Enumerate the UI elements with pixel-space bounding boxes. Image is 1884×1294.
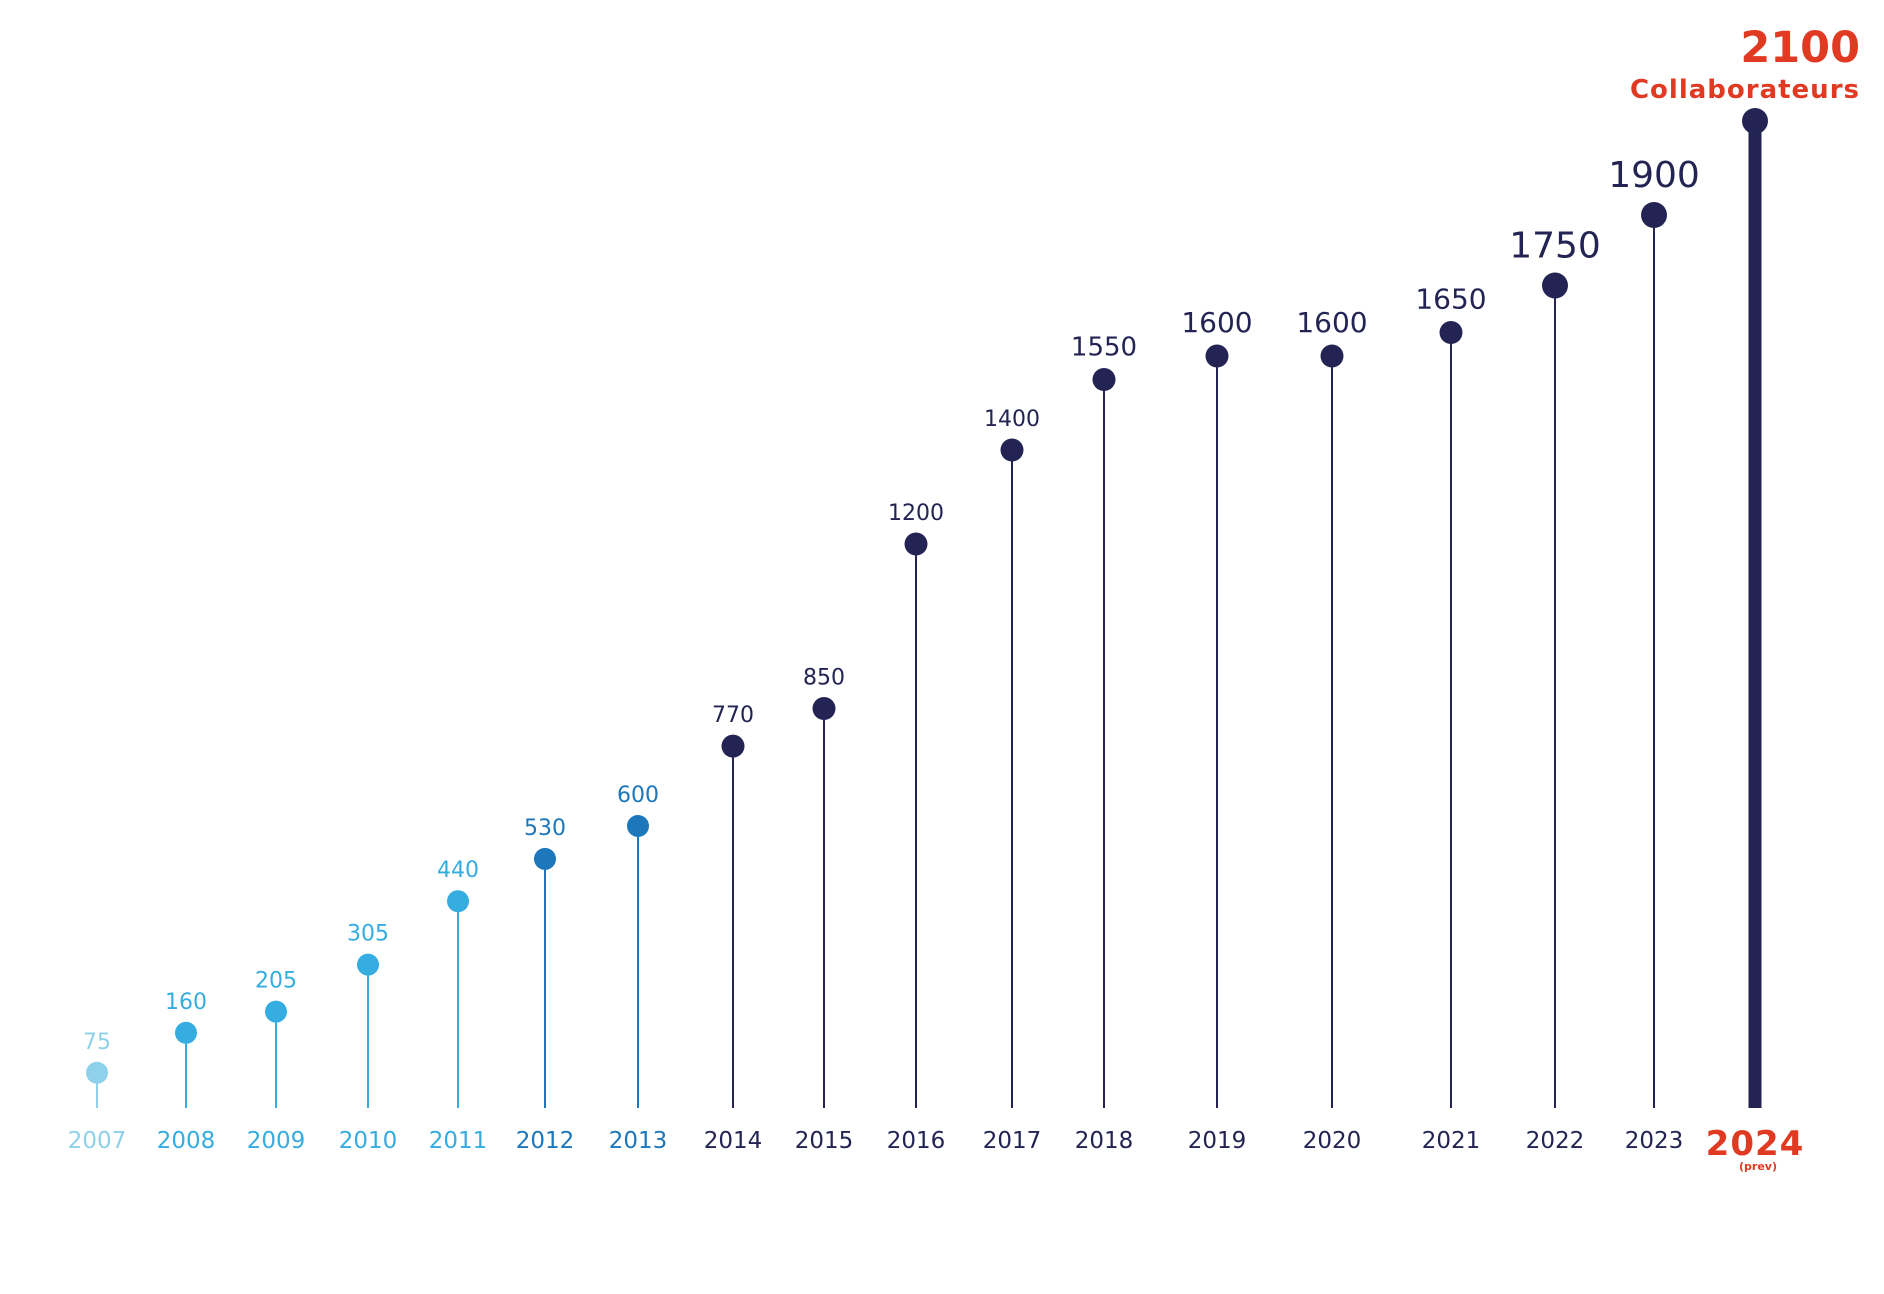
year-label-2013: 2013 (609, 1128, 668, 1154)
year-label-2022: 2022 (1526, 1128, 1585, 1154)
year-label-2014: 2014 (704, 1128, 763, 1154)
point-2008 (175, 1021, 197, 1044)
value-label-2022: 1750 (1509, 226, 1601, 267)
value-label-2017: 1400 (984, 407, 1040, 432)
highlight-value-label: 2100 (1740, 23, 1860, 73)
point-2020 (1320, 344, 1344, 368)
value-label-2010: 305 (347, 922, 389, 947)
value-label-2013: 600 (617, 783, 659, 808)
year-label-2023: 2023 (1625, 1128, 1684, 1154)
stems-group (96, 121, 1762, 1108)
value-label-2012: 530 (524, 816, 566, 841)
point-2024 (1742, 108, 1768, 134)
point-2007 (86, 1061, 108, 1084)
year-labels-group: 2007 2008 2009 2010 2011 2012 2013 2014 2015 2016… (68, 1124, 1805, 1164)
point-2018 (1092, 368, 1116, 391)
point-2021 (1439, 321, 1463, 344)
point-2009 (265, 1000, 287, 1023)
dots-group (86, 108, 1768, 1084)
year-label-2016: 2016 (887, 1128, 946, 1154)
year-label-2021: 2021 (1422, 1128, 1481, 1154)
point-2015 (812, 697, 836, 720)
year-label-2017: 2017 (983, 1128, 1042, 1154)
point-2010 (357, 953, 379, 976)
highlight-category-note: (prev) (1739, 1160, 1777, 1173)
year-label-2018: 2018 (1075, 1128, 1134, 1154)
value-label-2009: 205 (255, 969, 297, 994)
point-2017 (1000, 438, 1024, 462)
year-label-2015: 2015 (795, 1128, 854, 1154)
point-2022 (1542, 272, 1568, 299)
value-label-2015: 850 (803, 666, 845, 691)
value-label-2007: 75 (83, 1030, 111, 1055)
value-label-2011: 440 (437, 858, 479, 883)
year-label-2012: 2012 (516, 1128, 575, 1154)
highlight-unit-label: Collaborateurs (1630, 75, 1860, 105)
point-2023 (1641, 202, 1667, 228)
point-2011 (447, 890, 469, 913)
value-label-2016: 1200 (888, 501, 944, 526)
year-label-2024: 2024 (1706, 1124, 1805, 1164)
year-label-2008: 2008 (157, 1128, 216, 1154)
value-label-2018: 1550 (1071, 333, 1137, 363)
value-labels-group: 75 160 205 305 440 530 600 770 850 1200 1400 1550 16… (83, 155, 1700, 1055)
value-label-2021: 1650 (1415, 283, 1486, 316)
year-label-2019: 2019 (1188, 1128, 1247, 1154)
year-label-2009: 2009 (247, 1128, 306, 1154)
value-label-2019: 1600 (1181, 306, 1252, 339)
year-label-2007: 2007 (68, 1128, 127, 1154)
point-2019 (1205, 344, 1229, 368)
point-2013 (627, 815, 649, 837)
value-label-2014: 770 (712, 703, 754, 728)
point-2012 (534, 847, 556, 870)
value-label-2020: 1600 (1296, 306, 1367, 339)
year-label-2011: 2011 (429, 1128, 488, 1154)
value-label-2008: 160 (165, 990, 207, 1015)
point-2016 (904, 532, 928, 556)
point-2014 (721, 734, 745, 758)
highlight-labels-group: 2100 Collaborateurs (prev) (1630, 23, 1860, 1173)
year-label-2010: 2010 (339, 1128, 398, 1154)
value-label-2023: 1900 (1608, 155, 1700, 196)
year-label-2020: 2020 (1303, 1128, 1362, 1154)
